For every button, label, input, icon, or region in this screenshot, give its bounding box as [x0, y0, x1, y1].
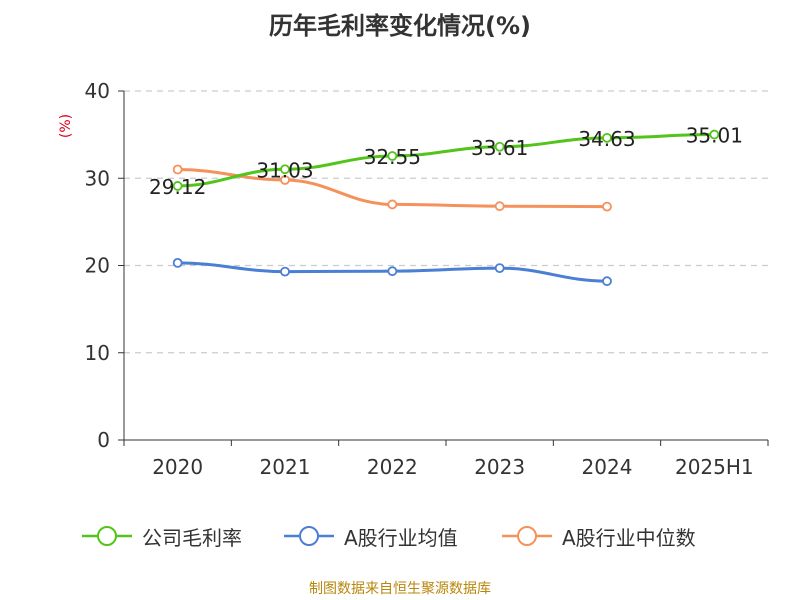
- x-tick-label: 2023: [474, 455, 525, 479]
- legend-swatch-industry-median: [502, 526, 552, 546]
- data-point: [602, 201, 612, 212]
- x-tick-label: 2021: [260, 455, 311, 479]
- data-point: [280, 175, 290, 185]
- grid-lines: [124, 90, 768, 354]
- data-label: 34.63: [578, 127, 635, 151]
- data-label: 33.61: [471, 136, 528, 160]
- data-point: [280, 266, 290, 277]
- data-point: [280, 164, 290, 175]
- series-line: [177, 133, 715, 188]
- data-point: [172, 164, 183, 175]
- legend-label-industry-mean: A股行业均值: [344, 525, 458, 550]
- data-point: [602, 276, 612, 287]
- data-labels: 29.12 31.03 32.55 33.61 34.63 35.01: [149, 124, 743, 199]
- y-axis-label: (%): [58, 114, 74, 138]
- y-tick-label: 40: [85, 79, 110, 103]
- chart-title: 历年毛利率变化情况(%): [269, 12, 531, 40]
- data-point: [494, 263, 505, 274]
- data-label: 31.03: [256, 158, 313, 182]
- data-point: [172, 257, 183, 268]
- legend-item-industry-mean[interactable]: A股行业均值: [282, 520, 458, 552]
- legend-label-industry-median: A股行业中位数: [562, 525, 696, 550]
- x-tick-label: 2024: [582, 455, 633, 479]
- x-tick-label: 2020: [152, 455, 203, 479]
- data-point: [602, 132, 612, 143]
- series-layer: [172, 129, 720, 287]
- data-point: [709, 129, 720, 140]
- data-point: [387, 266, 398, 277]
- source-note: 制图数据来自恒生聚源数据库: [309, 581, 491, 597]
- y-tick-label: 10: [85, 341, 110, 365]
- data-point: [387, 199, 398, 210]
- legend-label-company: 公司毛利率: [142, 525, 242, 550]
- data-point: [494, 201, 505, 212]
- y-tick-label: 20: [85, 254, 110, 278]
- data-label: 29.12: [149, 175, 206, 199]
- y-tick-label: 0: [97, 428, 110, 452]
- data-label: 35.01: [686, 124, 743, 148]
- data-label: 32.55: [364, 145, 421, 169]
- legend-swatch-industry-mean: [284, 526, 334, 546]
- axes: 0 10 20 30 40 2020 2021 2022 2023 2024 2025H1: [85, 79, 769, 479]
- legend-item-industry-median[interactable]: A股行业中位数: [500, 520, 696, 552]
- x-tick-label: 2025H1: [675, 455, 754, 479]
- legend-item-company[interactable]: 公司毛利率: [80, 520, 242, 552]
- y-tick-label: 30: [85, 166, 110, 190]
- x-tick-label: 2022: [367, 455, 418, 479]
- data-point: [172, 181, 183, 191]
- data-point: [387, 151, 398, 161]
- legend-swatch-company: [82, 526, 132, 546]
- data-point: [494, 141, 505, 152]
